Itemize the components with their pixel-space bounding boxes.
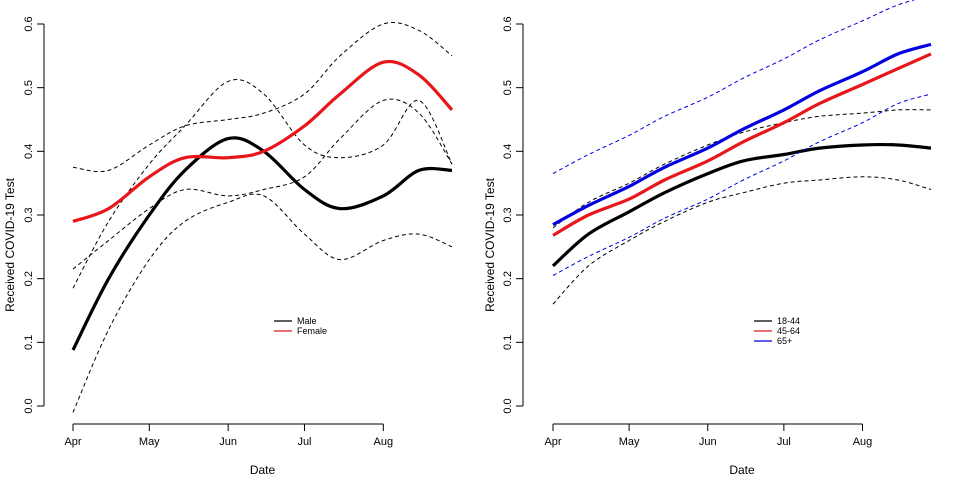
legend-label: 45-64: [777, 326, 800, 336]
ci-lower-line: [552, 176, 932, 305]
x-tick-label: Jun: [699, 436, 717, 448]
x-axis-title: Date: [250, 463, 276, 477]
series-line: [72, 59, 454, 223]
series-line: [552, 42, 932, 227]
series-45-64: [552, 52, 932, 237]
y-tick-label: 0.1: [23, 335, 35, 350]
y-tick-label: 0.4: [23, 144, 35, 159]
y-tick-label: 0.4: [502, 144, 514, 159]
y-tick-label: 0.3: [502, 207, 514, 222]
y-tick-label: 0.5: [502, 80, 514, 95]
x-axis: Apr May Jun Jul Aug Date: [64, 423, 394, 477]
ci-upper-line: [72, 79, 453, 289]
x-axis: Apr May Jun Jul Aug Date: [544, 423, 873, 477]
chart-panel-1: Apr May Jun Jul Aug Date 0.0 0.1 0.2 0.3 0.4 0.5 0.6…: [3, 16, 454, 477]
ci-lower-line: [552, 93, 932, 276]
ci-upper-line: [72, 21, 453, 173]
ci-upper-line: [552, 109, 932, 229]
x-tick-label: Aug: [853, 436, 873, 448]
y-axis-title: Received COVID-19 Test: [483, 177, 497, 312]
series-line: [71, 136, 453, 351]
series-18-44: [551, 109, 932, 305]
y-tick-label: 0.6: [502, 16, 514, 31]
plot-area: [71, 21, 454, 413]
x-tick-label: Jun: [219, 436, 237, 448]
y-tick-label: 0.6: [23, 16, 35, 31]
series-65+: [552, 0, 932, 276]
series-line: [551, 142, 932, 268]
ci-lower-line: [72, 193, 453, 413]
y-axis: 0.0 0.1 0.2 0.3 0.4 0.5 0.6 Received COVID-19 T…: [3, 16, 45, 414]
y-tick-label: 0.2: [502, 271, 514, 286]
y-tick-label: 0.1: [502, 335, 514, 350]
legend-label: Male: [297, 316, 317, 326]
ci-lower-line: [72, 98, 453, 270]
y-axis-title: Received COVID-19 Test: [3, 177, 17, 312]
y-axis: 0.0 0.1 0.2 0.3 0.4 0.5 0.6 Received COVID-19 T…: [483, 16, 524, 414]
y-tick-label: 0.3: [23, 207, 35, 222]
legend-label: Female: [297, 326, 327, 336]
chart-panel-2: Apr May Jun Jul Aug Date 0.0 0.1 0.2 0.3 0.4 0.5 0.6…: [483, 0, 932, 477]
x-tick-label: Apr: [64, 436, 81, 448]
y-tick-label: 0.0: [502, 398, 514, 413]
legend-label: 18-44: [777, 316, 800, 326]
series-line: [552, 52, 932, 237]
plot-area: [551, 0, 932, 305]
y-tick-label: 0.2: [23, 271, 35, 286]
x-tick-label: May: [139, 436, 160, 448]
ci-upper-line: [552, 0, 916, 175]
x-tick-label: Aug: [374, 436, 394, 448]
series-Female: [72, 21, 454, 270]
x-tick-label: Jul: [777, 436, 791, 448]
x-tick-label: Jul: [297, 436, 311, 448]
x-axis-title: Date: [729, 463, 755, 477]
y-tick-label: 0.0: [23, 398, 35, 413]
x-tick-label: Apr: [544, 436, 561, 448]
legend-label: 65+: [777, 336, 792, 346]
y-tick-label: 0.5: [23, 80, 35, 95]
x-tick-label: May: [619, 436, 640, 448]
series-Male: [71, 79, 453, 413]
